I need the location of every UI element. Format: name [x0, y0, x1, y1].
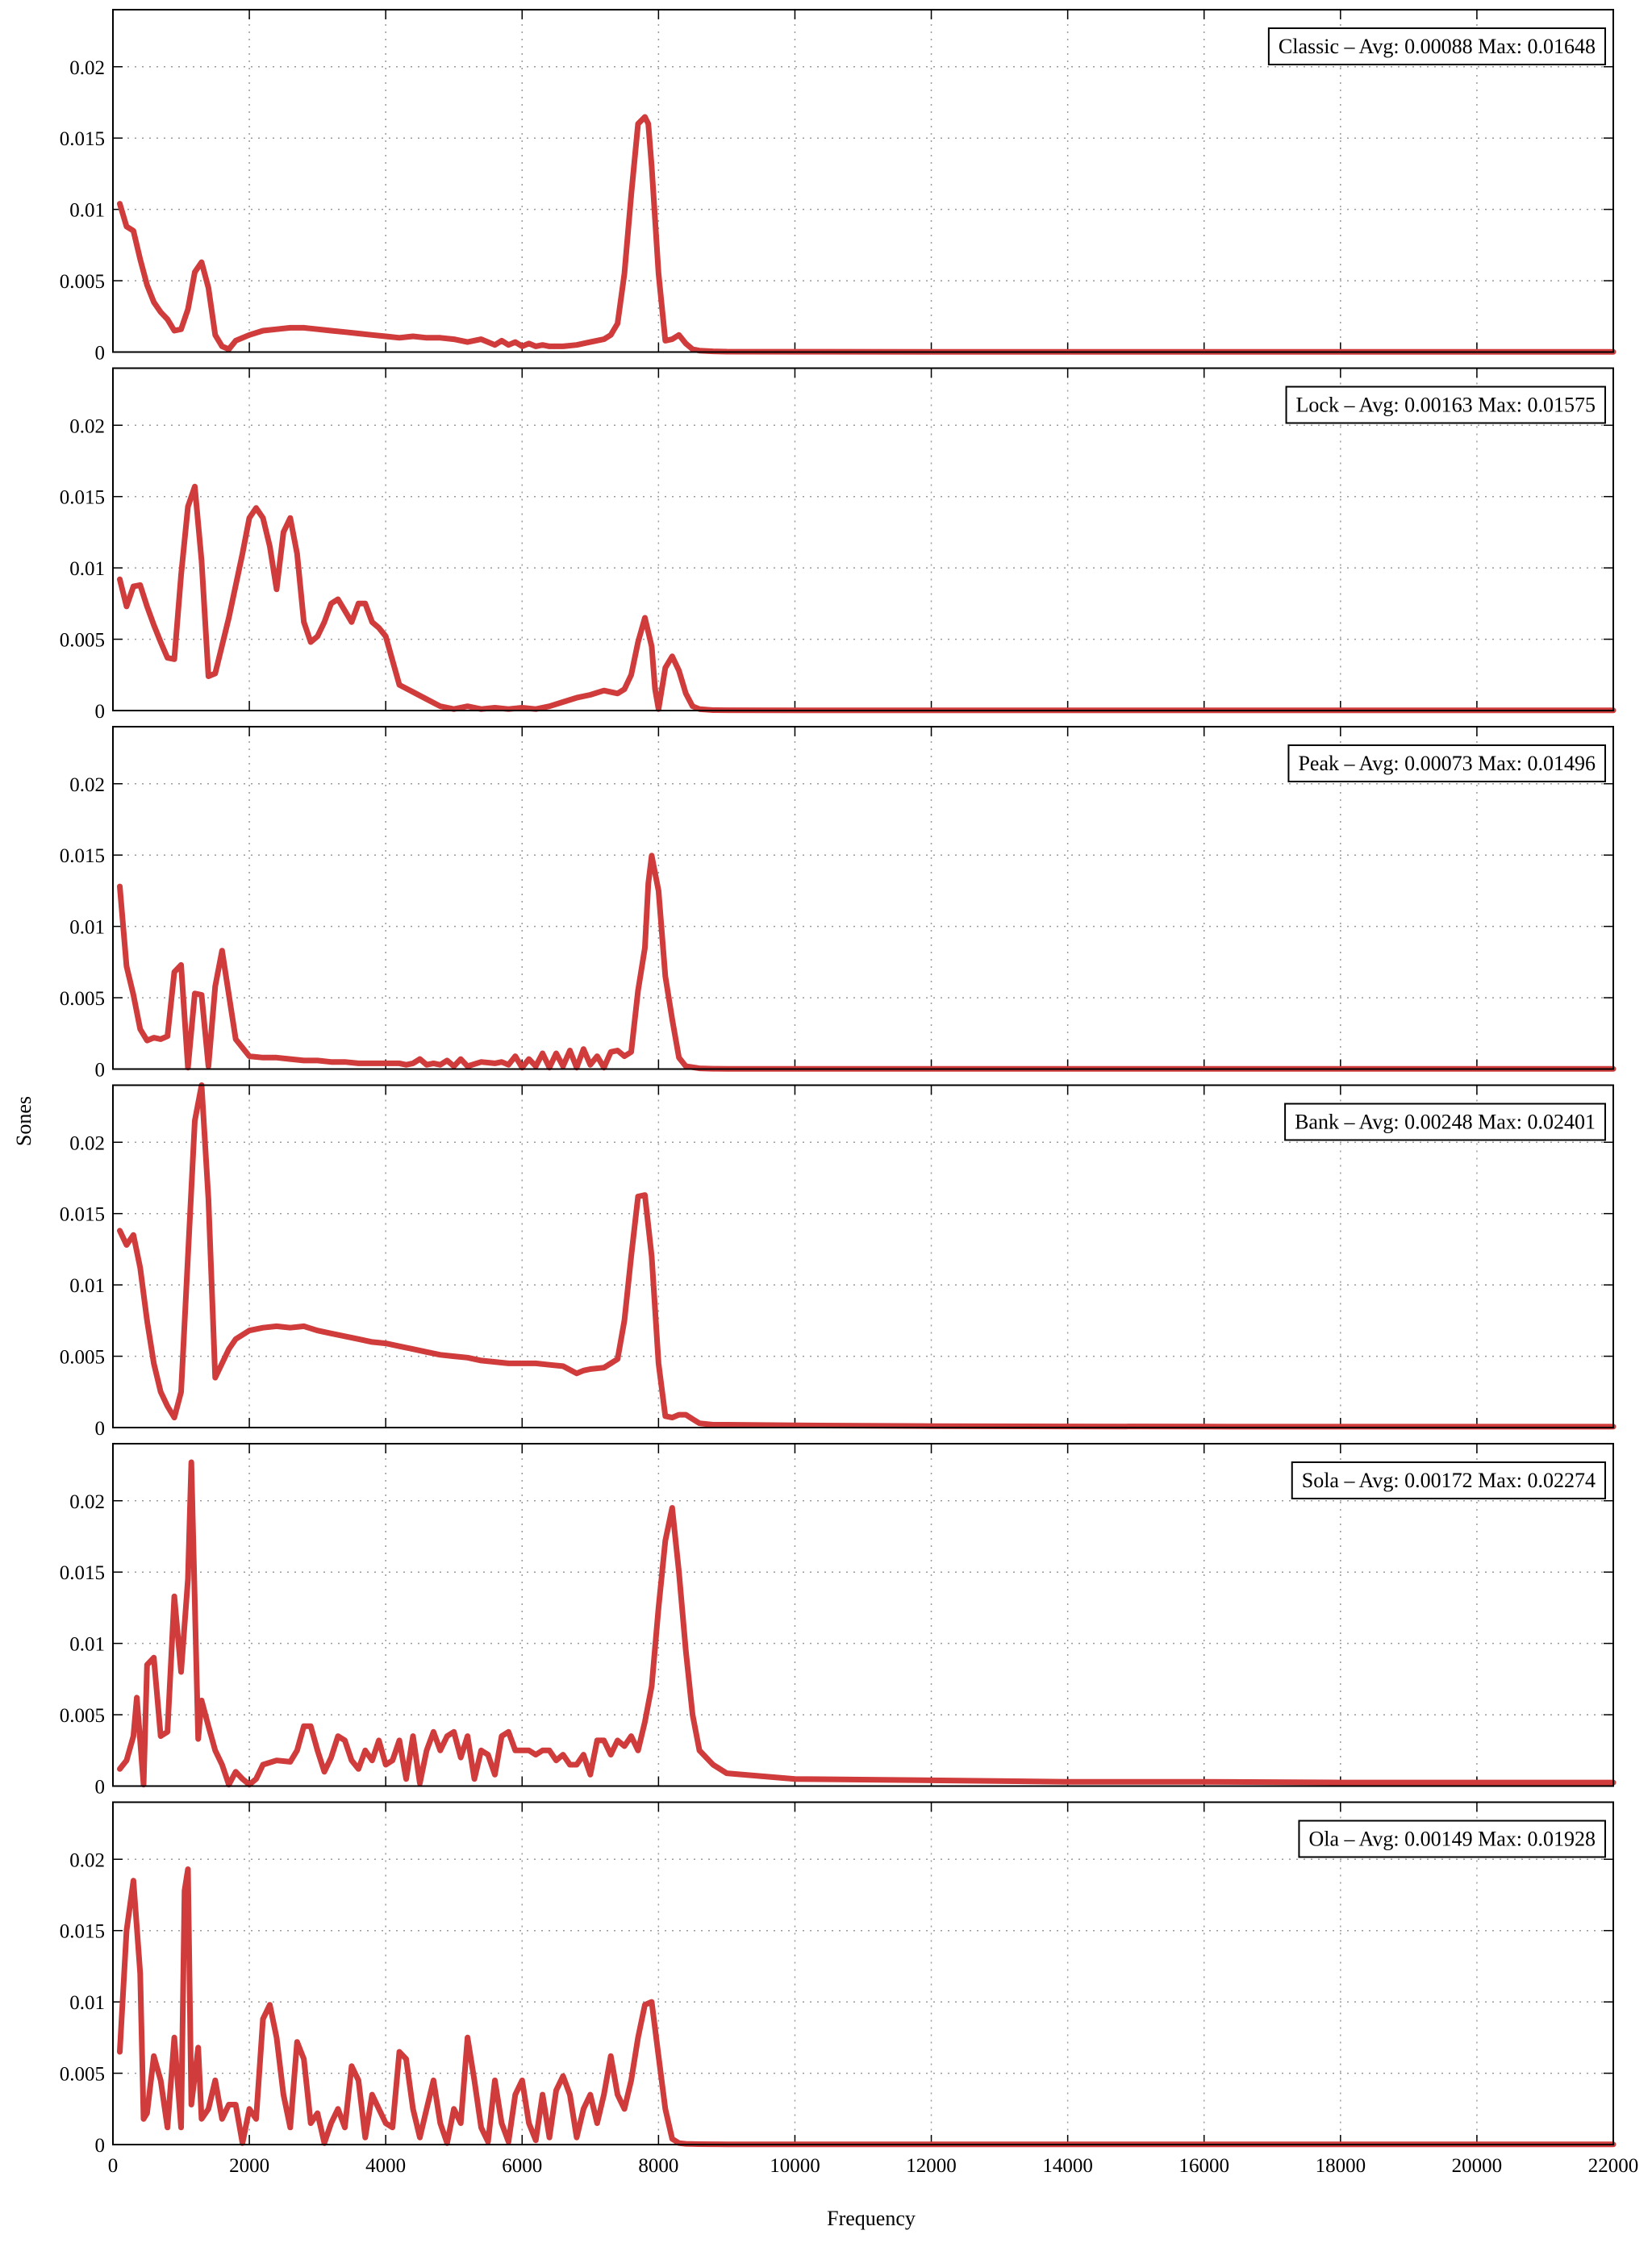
legend-box	[1267, 27, 1606, 65]
y-tick-label: 0.02	[69, 415, 105, 437]
y-tick-label: 0.015	[60, 128, 105, 150]
y-tick-label: 0.015	[60, 845, 105, 867]
y-tick-label: 0.02	[69, 57, 105, 79]
x-tick-label: 4000	[365, 2155, 406, 2177]
legend-box	[1291, 1461, 1606, 1499]
y-tick-label: 0	[95, 1060, 106, 1082]
x-tick-label: 16000	[1179, 2155, 1229, 2177]
y-tick-label: 0.015	[60, 1204, 105, 1226]
legend-box	[1285, 386, 1606, 424]
y-tick-label: 0.01	[69, 200, 105, 222]
x-tick-label: 10000	[770, 2155, 820, 2177]
y-tick-label: 0	[95, 701, 106, 723]
series-line	[117, 1866, 1617, 2148]
legend-label: Sola – Avg: 0.00172 Max: 0.02274	[1302, 1469, 1596, 1492]
y-tick-label: 0	[95, 1418, 106, 1440]
axes-frame	[112, 367, 1614, 711]
x-tick-label: 2000	[229, 2155, 269, 2177]
legend-label: Ola – Avg: 0.00149 Max: 0.01928	[1308, 1828, 1596, 1851]
y-tick-label: 0	[95, 2135, 106, 2157]
y-tick-label: 0.01	[69, 1634, 105, 1656]
legend-label: Bank – Avg: 0.00248 Max: 0.02401	[1295, 1111, 1596, 1134]
x-tick-label: 6000	[502, 2155, 542, 2177]
axes-frame	[112, 9, 1614, 353]
y-tick-label: 0.015	[60, 1921, 105, 1943]
y-tick-label: 0.01	[69, 917, 105, 939]
y-tick-label: 0.005	[60, 630, 105, 652]
axes-frame	[112, 1443, 1614, 1787]
y-tick-label: 0.01	[69, 1275, 105, 1297]
legend-box	[1298, 1820, 1606, 1858]
y-tick-label: 0.005	[60, 1347, 105, 1369]
x-tick-label: 18000	[1316, 2155, 1366, 2177]
series-line	[117, 853, 1617, 1072]
y-tick-label: 0.01	[69, 1992, 105, 2014]
legend-label: Lock – Avg: 0.00163 Max: 0.01575	[1296, 394, 1596, 417]
legend-label: Peak – Avg: 0.00073 Max: 0.01496	[1298, 752, 1596, 775]
x-axis-label: Frequency	[827, 2207, 916, 2230]
y-tick-label: 0.015	[60, 1562, 105, 1584]
y-tick-label: 0.005	[60, 2064, 105, 2086]
y-tick-label: 0	[95, 1777, 106, 1799]
x-tick-label: 0	[108, 2155, 119, 2177]
y-tick-label: 0.02	[69, 1849, 105, 1871]
x-tick-label: 8000	[638, 2155, 678, 2177]
y-tick-label: 0	[95, 343, 106, 365]
y-tick-label: 0.015	[60, 487, 105, 509]
x-tick-label: 22000	[1588, 2155, 1639, 2177]
legend-box	[1284, 1103, 1606, 1141]
legend-box	[1287, 744, 1606, 782]
axes-frame	[112, 1084, 1614, 1428]
x-tick-label: 12000	[906, 2155, 957, 2177]
y-axis-label: Sones	[12, 1095, 35, 1147]
y-tick-label: 0.02	[69, 774, 105, 796]
series-line	[117, 1459, 1617, 1788]
series-line	[117, 114, 1617, 355]
y-tick-label: 0.01	[69, 558, 105, 580]
axes-frame	[112, 1801, 1614, 2145]
x-tick-label: 20000	[1452, 2155, 1503, 2177]
x-tick-label: 14000	[1042, 2155, 1093, 2177]
axes-frame	[112, 726, 1614, 1070]
legend-label: Classic – Avg: 0.00088 Max: 0.01648	[1279, 35, 1596, 58]
series-line	[117, 1082, 1617, 1430]
y-tick-label: 0.02	[69, 1132, 105, 1154]
y-tick-label: 0.005	[60, 1705, 105, 1727]
series-line	[117, 483, 1617, 714]
y-tick-label: 0.005	[60, 271, 105, 293]
y-tick-label: 0.02	[69, 1491, 105, 1513]
y-tick-label: 0.005	[60, 988, 105, 1010]
